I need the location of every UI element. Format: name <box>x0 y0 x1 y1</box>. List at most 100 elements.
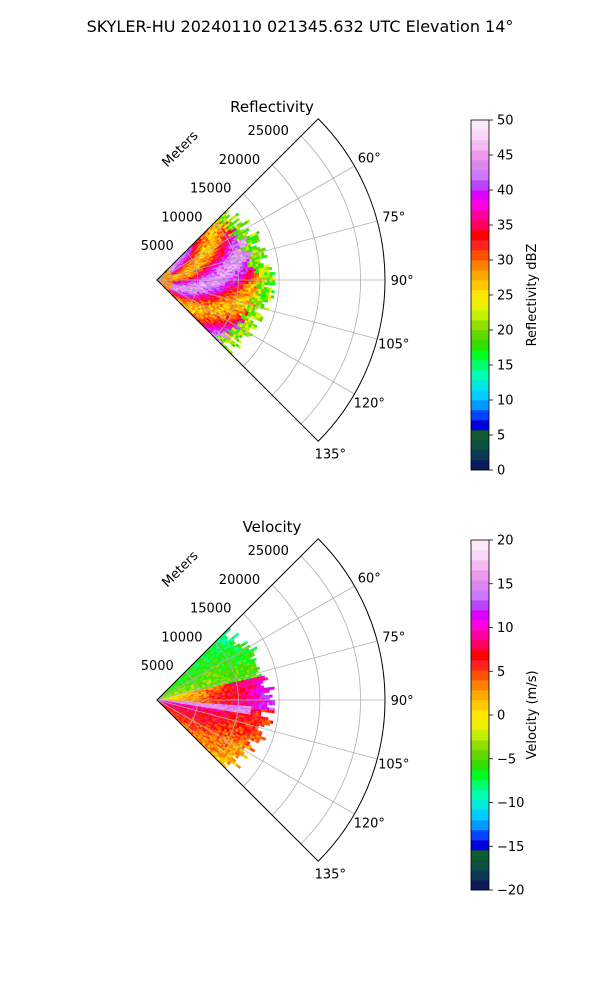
field-cell <box>250 688 254 692</box>
field-cell <box>238 339 243 344</box>
field-cell <box>261 690 265 694</box>
field-cell <box>227 693 231 696</box>
field-cell <box>266 287 270 291</box>
field-cell <box>259 282 263 285</box>
field-cell <box>261 286 265 290</box>
field-cell <box>225 281 228 284</box>
colorbar-tick-label: 45 <box>497 149 514 164</box>
field-cell <box>225 701 228 704</box>
colorbar-segment <box>471 220 489 231</box>
field-cell <box>263 289 267 293</box>
field-cell <box>251 273 255 276</box>
field-cell <box>243 271 247 275</box>
field-cell <box>266 687 270 691</box>
field-cell <box>258 284 262 288</box>
field-cell <box>248 281 252 285</box>
field-cell <box>266 292 270 296</box>
field-cell <box>253 273 257 276</box>
colorbar-segment <box>471 270 489 281</box>
field-cell <box>248 703 252 707</box>
field-cell <box>263 687 267 691</box>
colorbar-segment <box>471 170 489 181</box>
field-cell <box>240 272 244 275</box>
field-cell <box>217 277 221 279</box>
field-cell <box>261 284 265 288</box>
field-cell <box>261 692 265 696</box>
field-cell <box>248 701 252 705</box>
colorbar-segment <box>471 200 489 211</box>
colorbar-segment <box>471 320 489 331</box>
field-cell <box>271 707 275 711</box>
field-cell <box>261 270 265 274</box>
colorbar-tick-label: 0 <box>497 464 505 479</box>
field-cell <box>230 694 234 697</box>
field-cell <box>251 275 255 279</box>
field-cell <box>235 696 239 699</box>
field-cell <box>258 688 262 691</box>
field-cell <box>266 274 270 278</box>
field-cell <box>240 692 244 695</box>
field-cell <box>269 272 273 276</box>
field-cell <box>253 268 257 272</box>
field-cell <box>263 707 268 711</box>
field-cell <box>261 282 265 285</box>
field-cell <box>269 282 273 286</box>
colorbar-tick-label: 40 <box>497 184 514 199</box>
colorbar-segment <box>471 230 489 241</box>
field-cell <box>264 704 268 708</box>
field-cell <box>261 723 265 728</box>
field-cell <box>250 691 255 694</box>
field-cell <box>268 686 273 691</box>
field-cell <box>250 706 255 709</box>
field-cell <box>236 217 241 222</box>
field-cell <box>245 333 250 338</box>
field-cell <box>235 276 239 279</box>
field-cell <box>256 695 260 698</box>
field-cell <box>272 271 276 275</box>
field-cell <box>245 283 249 287</box>
field-cell <box>232 694 236 697</box>
colorbar-segment <box>471 370 489 381</box>
field-cell <box>263 709 267 713</box>
field-cell <box>258 268 262 271</box>
field-cell <box>243 693 247 697</box>
colorbar-tick-label: 35 <box>497 219 514 234</box>
field-cell <box>245 271 249 275</box>
colorbar-segment <box>471 380 489 391</box>
field-cell <box>266 707 270 711</box>
field-cell <box>209 697 213 699</box>
field-cell <box>227 694 231 697</box>
field-cell <box>227 274 231 277</box>
reflectivity-radial-label: Meters <box>160 128 202 170</box>
field-cell <box>258 704 262 708</box>
field-cell <box>256 270 260 274</box>
field-cell <box>219 695 223 698</box>
field-cell <box>245 695 249 699</box>
field-cell <box>253 284 257 287</box>
field-cell <box>272 282 276 286</box>
field-cell <box>240 274 244 277</box>
field-cell <box>248 691 252 694</box>
colorbar-segment <box>471 460 489 471</box>
field-cell <box>245 273 249 277</box>
field-cell <box>232 281 236 284</box>
radial-tick-label: 25000 <box>248 124 289 139</box>
field-cell <box>238 334 243 339</box>
field-cell <box>227 283 231 286</box>
field-cell <box>263 269 268 273</box>
colorbar-segment <box>471 120 489 131</box>
field-cell <box>253 270 257 274</box>
field-cell <box>269 707 273 711</box>
field-cell <box>259 318 263 323</box>
field-cell <box>266 689 270 693</box>
colorbar-segment <box>471 310 489 321</box>
field-cell <box>269 720 274 724</box>
field-cell <box>232 276 236 279</box>
field-cell <box>256 284 260 288</box>
field-cell <box>204 277 207 280</box>
field-cell <box>227 703 231 706</box>
field-cell <box>258 270 262 274</box>
field-cell <box>250 271 255 274</box>
field-cell <box>225 696 228 699</box>
